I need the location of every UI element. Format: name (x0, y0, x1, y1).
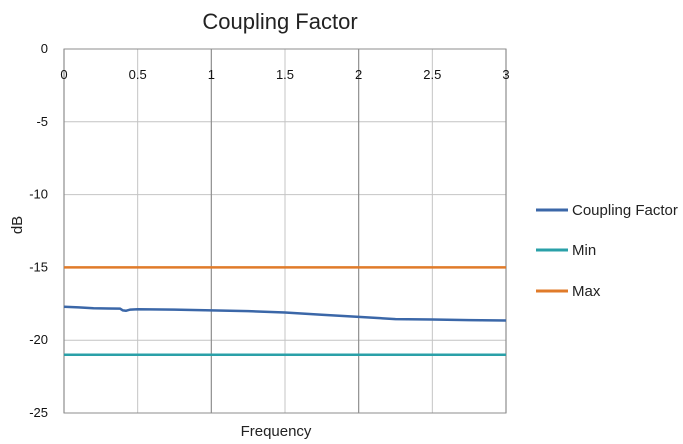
legend-label: Coupling Factor (572, 202, 678, 219)
tick-labels: 0 -5 -10 -15 -20 -25 0 0.5 1 1.5 2 2.5 3 (29, 41, 509, 420)
x-tick-label: 1 (208, 67, 215, 82)
y-tick-label: -10 (29, 187, 48, 202)
plot-border (63, 48, 507, 414)
legend-label: Max (572, 283, 601, 300)
y-axis-label: dB (9, 216, 26, 234)
legend: Coupling Factor Min Max (536, 202, 678, 300)
series-group (63, 266, 507, 357)
x-tick-label: 2.5 (423, 67, 441, 82)
x-tick-label: 0.5 (129, 67, 147, 82)
grid (63, 48, 507, 414)
y-tick-label: -15 (29, 259, 48, 274)
x-tick-label: 3 (502, 67, 509, 82)
x-tick-label: 1.5 (276, 67, 294, 82)
x-tick-label: 2 (355, 67, 362, 82)
series-line-coupling-factor (63, 305, 507, 322)
chart-title: Coupling Factor (202, 9, 357, 34)
y-tick-label: 0 (41, 41, 48, 56)
legend-label: Min (572, 242, 596, 259)
x-axis-label: Frequency (241, 423, 312, 440)
y-tick-label: -20 (29, 332, 48, 347)
x-tick-label: 0 (60, 67, 67, 82)
y-tick-label: -5 (36, 114, 48, 129)
y-tick-label: -25 (29, 405, 48, 420)
